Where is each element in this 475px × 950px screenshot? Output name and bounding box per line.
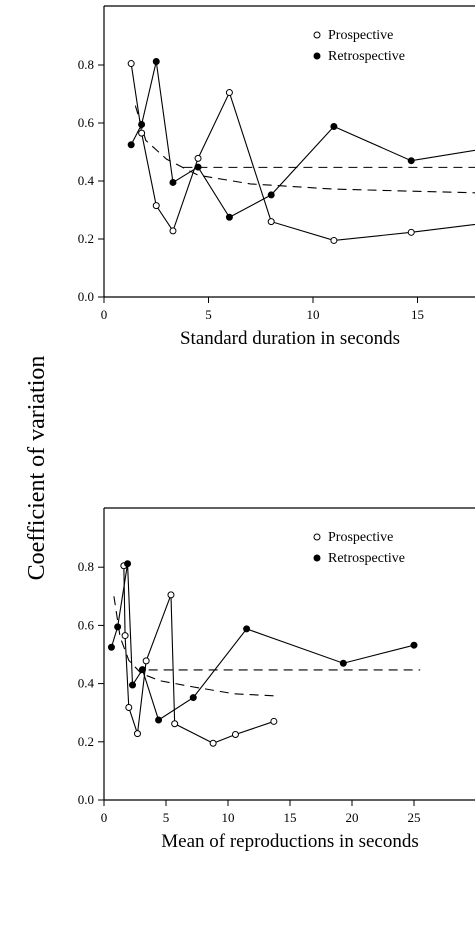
legend-marker	[313, 52, 321, 60]
retrospective-point	[194, 163, 202, 171]
prospective-point	[125, 703, 133, 711]
retrospective-point	[243, 625, 251, 633]
x-tick-label: 20	[346, 810, 359, 825]
retrospective-point	[124, 560, 132, 568]
y-tick-label: 0.4	[78, 676, 95, 691]
x-tick-label: 10	[222, 810, 235, 825]
retrospective-point	[407, 157, 415, 165]
prospective-point	[127, 60, 135, 68]
retrospective-point	[114, 623, 122, 631]
retrospective-point	[129, 681, 137, 689]
prospective-point	[121, 632, 129, 640]
legend-marker	[313, 554, 321, 562]
retrospective-point	[127, 141, 135, 149]
y-tick-label: 0.6	[78, 617, 95, 632]
y-tick-label: 0.4	[78, 173, 95, 188]
y-tick-label: 0.0	[78, 792, 94, 807]
reference-line	[113, 596, 274, 697]
prospective-point	[330, 236, 338, 244]
prospective-point	[270, 717, 278, 725]
series-line-retrospective	[110, 563, 415, 721]
x-tick-label: 5	[163, 810, 170, 825]
y-tick-label: 0.6	[78, 115, 95, 130]
prospective-point	[142, 657, 150, 665]
y-tick-label: 0.0	[78, 289, 94, 304]
prospective-point	[167, 591, 175, 599]
legend-label: Retrospective	[328, 551, 405, 566]
chart-bottom: 0.0 0.2 0.4 0.6 0.8 0 5 10 15 20 25 Mean of reprodu…	[78, 507, 475, 852]
prospective-point	[169, 227, 177, 235]
series-line-prospective	[123, 565, 275, 744]
legend-label: Retrospective	[328, 49, 405, 64]
legend-label: Prospective	[328, 28, 393, 43]
retrospective-point	[155, 716, 163, 724]
x-tick-label: 5	[205, 307, 212, 322]
prospective-point	[267, 218, 275, 226]
retrospective-point	[152, 58, 160, 66]
x-tick-label: 0	[101, 810, 108, 825]
x-tick-label: 25	[408, 810, 421, 825]
retrospective-point	[169, 178, 177, 186]
retrospective-point	[410, 641, 418, 649]
prospective-point	[171, 720, 179, 728]
prospective-point	[194, 154, 202, 162]
legend-marker	[313, 533, 321, 541]
retrospective-point	[267, 191, 275, 199]
retrospective-point	[189, 694, 197, 702]
legend-label: Prospective	[328, 530, 393, 545]
prospective-point	[133, 730, 141, 738]
y-tick-label: 0.8	[78, 57, 94, 72]
retrospective-point	[138, 120, 146, 128]
retrospective-point	[330, 122, 338, 130]
prospective-point	[407, 228, 415, 236]
x-axis-title: Standard duration in seconds	[180, 328, 400, 349]
prospective-point	[225, 89, 233, 97]
prospective-point	[152, 202, 160, 210]
retrospective-point	[225, 213, 233, 221]
series-line-prospective	[130, 63, 475, 242]
x-tick-label: 15	[411, 307, 424, 322]
retrospective-point	[107, 643, 115, 651]
shared-y-axis-title: Coefficient of variation	[24, 356, 50, 581]
prospective-point	[138, 129, 146, 137]
y-tick-label: 0.8	[78, 559, 94, 574]
prospective-point	[231, 731, 239, 739]
y-tick-label: 0.2	[78, 734, 94, 749]
reference-line	[134, 105, 475, 194]
x-tick-label: 15	[284, 810, 297, 825]
x-tick-label: 10	[307, 307, 320, 322]
x-axis-title: Mean of reproductions in seconds	[161, 831, 419, 852]
legend-marker	[313, 31, 321, 39]
chart-top: 0.00.20.40.60.805101520Standard duration…	[78, 5, 475, 349]
series-line-retrospective	[130, 61, 475, 218]
retrospective-point	[339, 659, 347, 667]
y-tick-label: 0.2	[78, 231, 94, 246]
prospective-point	[209, 739, 217, 747]
x-tick-label: 0	[101, 307, 108, 322]
retrospective-point	[138, 666, 146, 674]
